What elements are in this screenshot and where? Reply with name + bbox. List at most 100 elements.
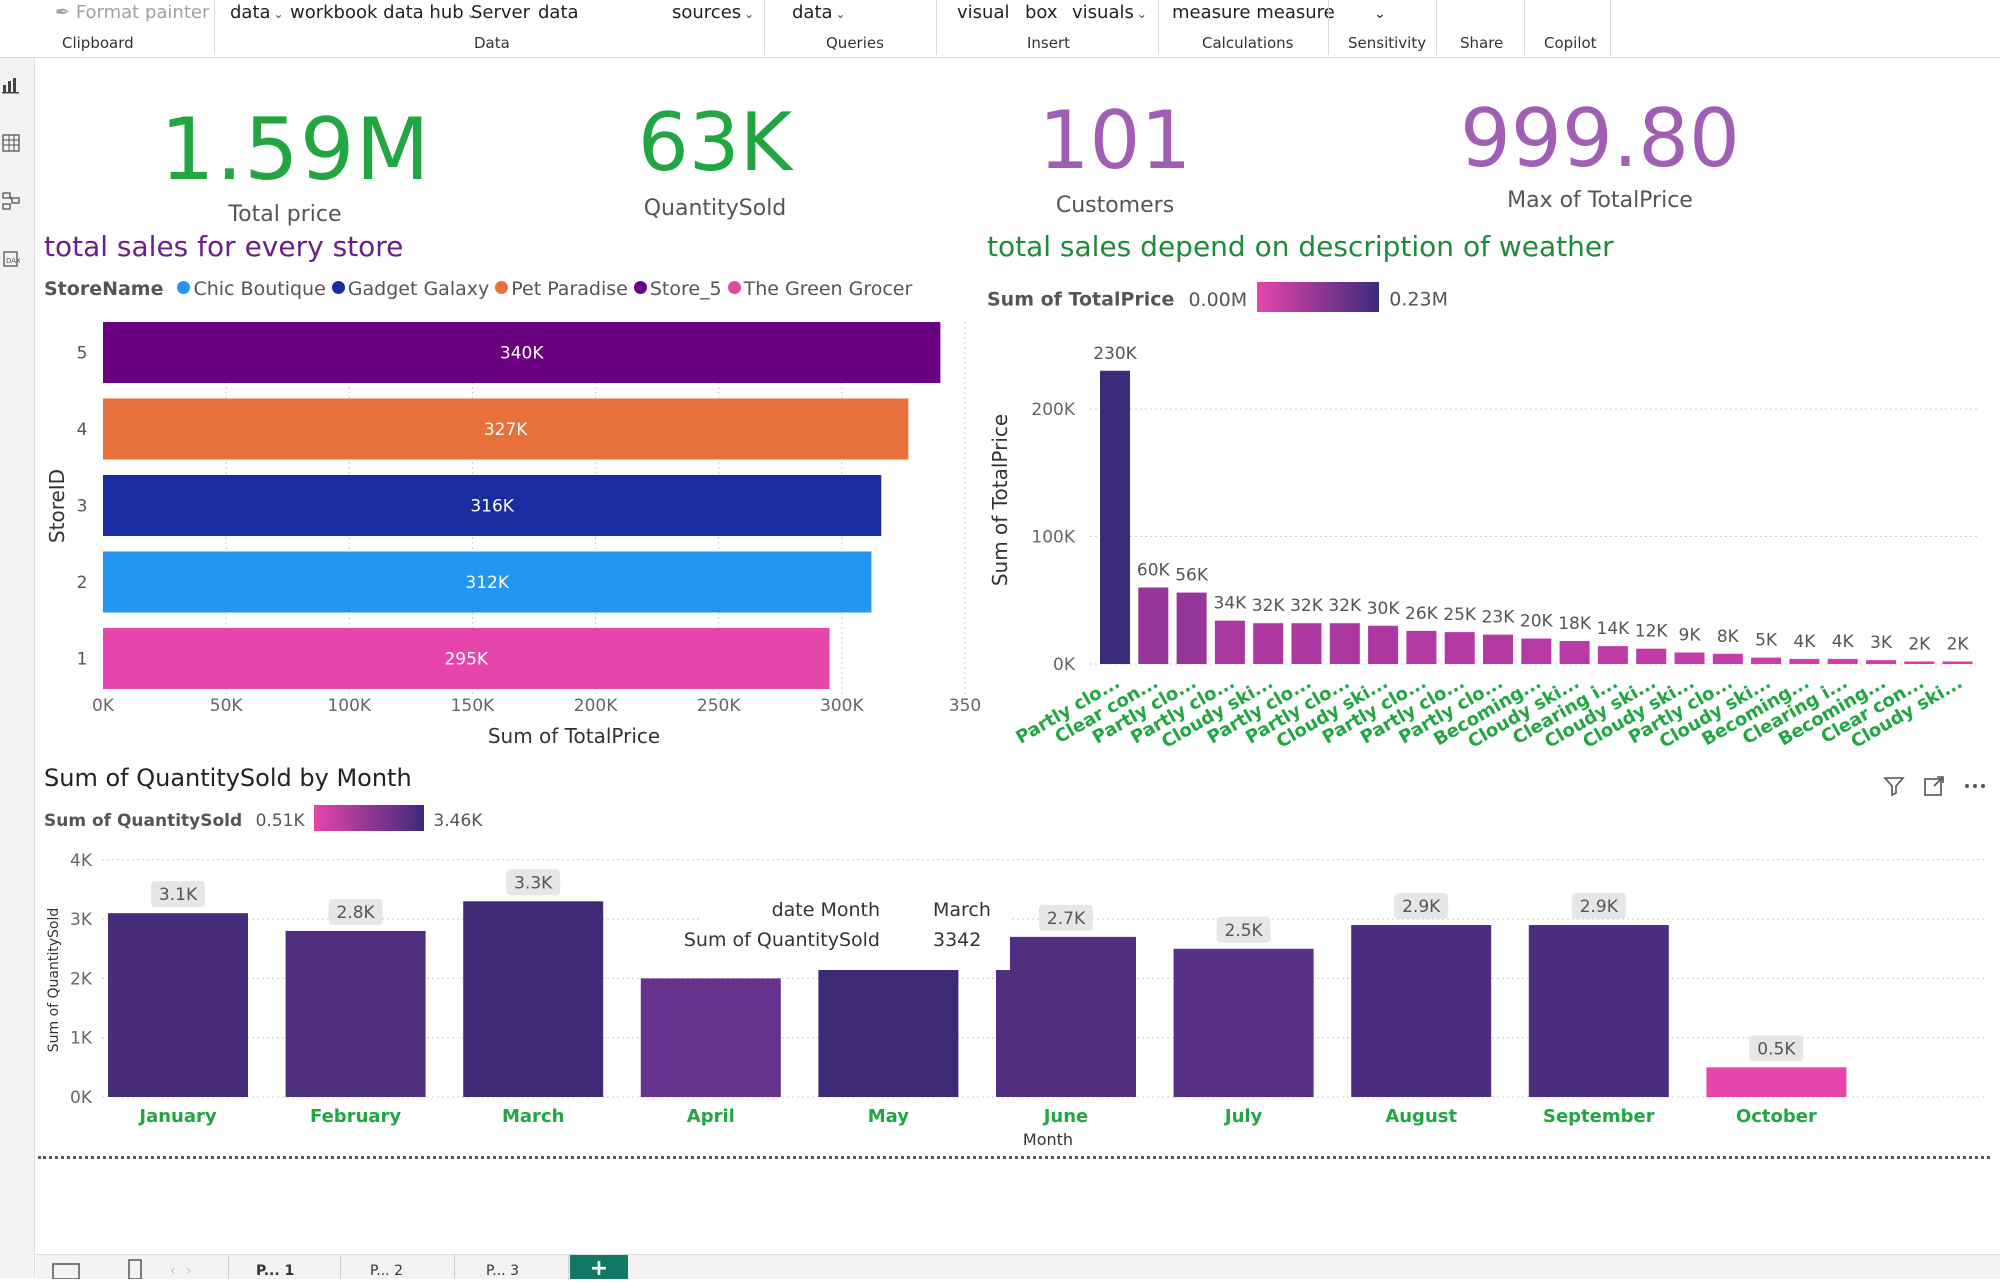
page-boundary (38, 1156, 1990, 1159)
bar-data-label: 32K (1290, 596, 1324, 616)
legend-min: 0.00M (1188, 288, 1248, 311)
bar (1674, 652, 1705, 664)
table-view-icon[interactable] (2, 134, 20, 152)
legend-label: Store_5 (649, 278, 722, 300)
get-data-label: data (230, 2, 271, 23)
mobile-layout-icon[interactable] (126, 1259, 144, 1279)
chevron-down-icon: ⌄ (466, 7, 477, 21)
month-bar-chart[interactable]: 0K 1K 2K 3K 4K 3.1K January 2.8K February 3.3K Mar… (40, 840, 1990, 1160)
bar-data-label: 3.1K (159, 885, 198, 905)
store-chart-title: total sales for every store (44, 230, 404, 263)
tooltip-key-2: Sum of QuantitySold (683, 929, 880, 951)
bar (103, 551, 872, 613)
legend-item[interactable]: Store_5 (628, 278, 722, 300)
bar-data-label: 230K (1093, 344, 1137, 364)
report-view-icon[interactable] (2, 76, 20, 94)
workbook-data-hub-button[interactable]: workbook data hub ⌄ (290, 2, 477, 23)
dax-query-view-icon[interactable]: DAX (2, 250, 20, 268)
more-visuals-button[interactable]: visuals ⌄ (1072, 2, 1147, 23)
kpi-customers-value: 101 (1038, 94, 1192, 187)
bar-data-label: 23K (1482, 608, 1516, 628)
share-group-label[interactable]: Share (1460, 34, 1504, 52)
ribbon-separator (1328, 0, 1329, 55)
bar-data-label: 340K (500, 344, 544, 364)
y-axis-title: StoreID (45, 469, 69, 543)
filter-icon[interactable] (1882, 774, 1906, 798)
bar-data-label: 2.9K (1402, 897, 1441, 917)
bar (1528, 925, 1669, 1097)
bar (1214, 620, 1245, 664)
new-measure-button[interactable]: measure measure (1172, 2, 1335, 23)
legend-title: Sum of QuantitySold (44, 811, 243, 831)
add-page-button[interactable]: + (570, 1255, 628, 1281)
store-bar-chart[interactable]: 0K 50K 100K 150K 200K 250K 300K 350340K5327K431… (40, 310, 990, 750)
x-tick-label: 100K (327, 696, 371, 716)
bar-data-label: 0.5K (1757, 1039, 1796, 1059)
view-rail: DAX (0, 58, 35, 1278)
legend-item[interactable]: Gadget Galaxy (326, 278, 489, 300)
legend-item[interactable]: Pet Paradise (489, 278, 628, 300)
bar (1866, 660, 1896, 664)
tab-separator (228, 1255, 229, 1279)
x-tick-label: 350 (949, 696, 981, 716)
legend-title: StoreName (44, 278, 164, 300)
focus-mode-icon[interactable] (1922, 774, 1946, 798)
clipboard-group-label: Clipboard (62, 34, 134, 52)
legend-item[interactable]: Chic Boutique (163, 278, 326, 300)
bar-data-label: 2.7K (1047, 909, 1086, 929)
x-tick-label: 250K (697, 696, 741, 716)
bar-data-label: 32K (1252, 596, 1286, 616)
bar (285, 930, 426, 1097)
x-tick-label: September (1543, 1106, 1655, 1127)
new-visual-button[interactable]: visual (957, 2, 1010, 23)
transform-data-button[interactable]: data ⌄ (792, 2, 846, 23)
bar (108, 913, 248, 1097)
bar (1483, 634, 1513, 664)
data-label-background (328, 898, 383, 925)
bar-data-label: 18K (1558, 614, 1592, 634)
bar (1636, 648, 1667, 664)
bar-data-label: 312K (465, 573, 509, 593)
format-painter-button[interactable]: ✒ Format painter (55, 2, 210, 23)
page-tab-2[interactable]: P... 2 (370, 1263, 403, 1279)
y-tick-label: 2 (77, 573, 88, 593)
more-options-icon[interactable] (1962, 774, 1988, 798)
legend-item[interactable]: The Green Grocer (722, 278, 912, 300)
get-data-button[interactable]: data ⌄ (230, 2, 284, 23)
page-tab-1[interactable]: P... 1 (256, 1263, 295, 1279)
x-tick-label: July (1223, 1106, 1263, 1127)
x-tick-label: 200K (574, 696, 618, 716)
y-tick-label: 1K (70, 1029, 93, 1049)
queries-group-label: Queries (826, 34, 884, 52)
ribbon-separator (214, 0, 215, 55)
kpi-quantity-sold-value: 63K (637, 96, 793, 189)
prev-page-icon[interactable]: ‹ (170, 1263, 176, 1279)
workbook-label: workbook data hub (290, 2, 464, 23)
enter-data-button[interactable]: data (538, 2, 579, 23)
bar-data-label: 4K (1832, 632, 1855, 652)
page-tab-3[interactable]: P... 3 (486, 1263, 519, 1279)
y-tick-label: 3 (77, 497, 88, 517)
next-page-icon[interactable]: › (186, 1263, 192, 1279)
insert-group-label: Insert (1027, 34, 1071, 52)
copilot-group-label[interactable]: Copilot (1544, 34, 1597, 52)
kpi-quantity-sold-label: QuantitySold (643, 196, 787, 221)
bar (1751, 657, 1782, 664)
x-tick-label: April (687, 1106, 735, 1127)
data-group-label: Data (474, 34, 510, 52)
bar-data-label: 5K (1755, 631, 1778, 651)
normal-view-icon[interactable] (52, 1263, 80, 1279)
bar (103, 398, 909, 460)
model-view-icon[interactable] (2, 192, 20, 210)
chevron-down-icon: ⌄ (1374, 6, 1386, 22)
bar (1173, 948, 1314, 1097)
sql-server-button[interactable]: Server (471, 2, 531, 23)
recent-sources-button[interactable]: sources ⌄ (672, 2, 754, 23)
sensitivity-button[interactable]: ⌄ (1374, 6, 1386, 22)
text-box-button[interactable]: box (1025, 2, 1058, 23)
ribbon-separator (936, 0, 937, 55)
x-tick-label: October (1736, 1106, 1817, 1127)
weather-chart-title: total sales depend on description of wea… (987, 230, 1614, 263)
bar (1712, 653, 1743, 664)
